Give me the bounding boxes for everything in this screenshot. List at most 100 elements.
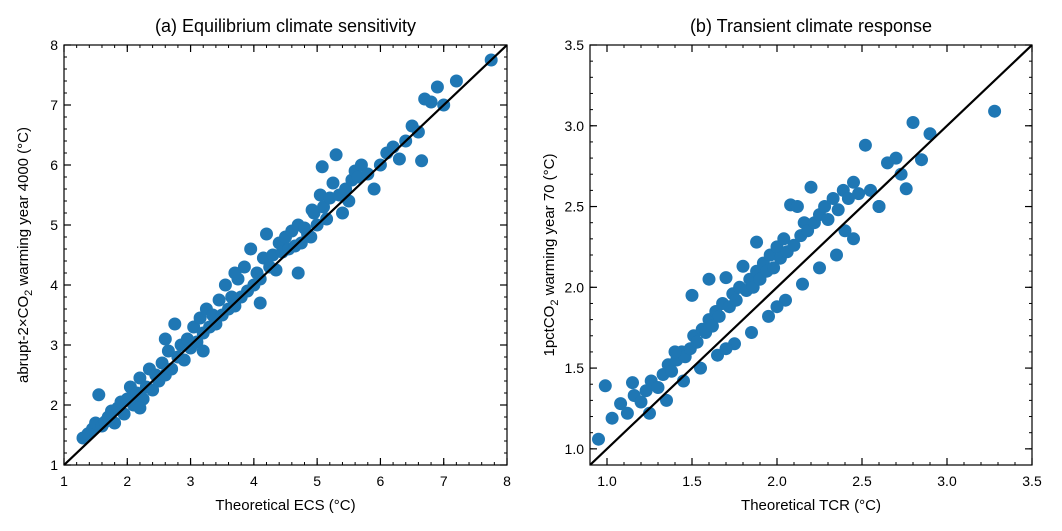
- scatter-point: [821, 213, 835, 226]
- scatter-point: [392, 152, 406, 166]
- scatter-point: [777, 232, 791, 246]
- scatter-point: [155, 356, 169, 370]
- scatter-point: [626, 376, 639, 390]
- plot-area: [590, 45, 1032, 465]
- scatter-point: [838, 224, 852, 238]
- scatter-point: [685, 288, 699, 302]
- scatter-point: [605, 411, 619, 425]
- scatter-point: [660, 393, 673, 407]
- scatter-point: [889, 151, 903, 165]
- scatter-point: [899, 182, 913, 196]
- scatter-point: [367, 182, 381, 196]
- scatter-point: [736, 259, 750, 273]
- scatter-point: [305, 203, 319, 217]
- scatter-point: [668, 345, 682, 359]
- scatter-point: [294, 236, 308, 250]
- scatter-point: [694, 361, 707, 375]
- scatter-point: [847, 175, 860, 189]
- scatter-point: [841, 192, 855, 205]
- scatter-point: [767, 261, 781, 275]
- scatter-point: [177, 353, 191, 367]
- scatter-point: [598, 379, 612, 393]
- scatter-point: [193, 311, 207, 325]
- y-tick-label: 1: [50, 457, 58, 473]
- scatter-point: [326, 176, 340, 190]
- scatter-point: [237, 260, 251, 274]
- scatter-point: [915, 153, 928, 167]
- y-tick-label: 4: [50, 277, 58, 293]
- scatter-point: [787, 238, 801, 252]
- scatter-point: [712, 309, 726, 323]
- scatter-point: [719, 271, 733, 285]
- y-tick-label: 1.5: [565, 360, 585, 376]
- x-tick-label: 8: [503, 473, 511, 489]
- scatter-point: [209, 317, 223, 331]
- y-tick-label: 3.5: [565, 37, 585, 53]
- scatter-point: [719, 342, 733, 356]
- x-tick-label: 5: [313, 473, 321, 489]
- y-tick-label: 1.0: [565, 441, 585, 457]
- scatter-point: [852, 187, 866, 201]
- scatter-point: [361, 167, 375, 181]
- scatter-point: [244, 242, 258, 256]
- scatter-point: [770, 300, 784, 314]
- y-tick-label: 5: [50, 217, 58, 233]
- scatter-point: [702, 272, 716, 286]
- scatter-point: [168, 317, 182, 331]
- scatter-point: [253, 296, 267, 310]
- scatter-point: [592, 432, 605, 446]
- y-tick-label: 6: [50, 157, 58, 173]
- scatter-point: [424, 95, 438, 109]
- scatter-point: [634, 395, 648, 409]
- scatter-point: [790, 200, 804, 213]
- scatter-point: [196, 344, 210, 358]
- x-axis-label: Theoretical TCR (°C): [741, 497, 881, 514]
- scatter-point: [620, 406, 634, 420]
- scatter-point: [818, 200, 832, 213]
- scatter-point: [872, 200, 886, 213]
- scatter-point: [831, 203, 845, 217]
- panel-tcr: 1.0 1.5 2.0 2.5 3.0 3.5 1.0 1.5 2.0 2.5 3.0 3.5 (b) …: [541, 16, 1042, 514]
- x-tick-label: 3: [187, 473, 195, 489]
- scatter-point: [190, 335, 204, 349]
- chart-title: (a) Equilibrium climate sensitivity: [155, 16, 416, 36]
- x-tick-label: 2: [123, 473, 131, 489]
- x-tick-label: 3.5: [1022, 473, 1042, 489]
- scatter-point: [430, 80, 444, 94]
- scatter-point: [639, 384, 653, 398]
- scatter-point: [449, 74, 463, 88]
- x-tick-label: 1: [60, 473, 68, 489]
- scatter-point: [906, 116, 920, 129]
- scatter-point: [923, 127, 937, 141]
- y-tick-label: 8: [50, 37, 58, 53]
- x-axis-label: Theoretical ECS (°C): [215, 497, 355, 514]
- scatter-point: [796, 277, 809, 291]
- panel-ecs: 1 2 3 4 5 6 7 8 1 2 3 4 5 6 7 8 (a) Equilibrium climate …: [15, 16, 511, 514]
- y-tick-label: 7: [50, 97, 58, 113]
- scatter-point: [354, 158, 368, 172]
- scatter-point: [988, 104, 1002, 118]
- scatter-point: [133, 371, 147, 385]
- scatter-point: [315, 160, 329, 174]
- scatter-point: [228, 266, 242, 280]
- scatter-point: [858, 138, 872, 152]
- x-tick-label: 1.0: [597, 473, 617, 489]
- scatter-point: [665, 364, 679, 378]
- scatter-point: [690, 335, 704, 349]
- plot-area: [64, 45, 507, 465]
- x-tick-label: 1.5: [682, 473, 702, 489]
- scatter-point: [864, 183, 877, 197]
- one-to-one-line: [590, 45, 1032, 465]
- y-tick-label: 2.0: [565, 279, 585, 295]
- axes-frame: [63, 44, 508, 466]
- scatter-point: [291, 266, 305, 280]
- scatter-point: [339, 182, 353, 196]
- scatter-point: [411, 125, 425, 139]
- x-tick-label: 3.0: [937, 473, 957, 489]
- scatter-point: [415, 154, 429, 168]
- one-to-one-line: [64, 45, 507, 465]
- scatter-point: [336, 206, 349, 220]
- scatter-point: [218, 278, 232, 292]
- scatter-point: [161, 344, 175, 358]
